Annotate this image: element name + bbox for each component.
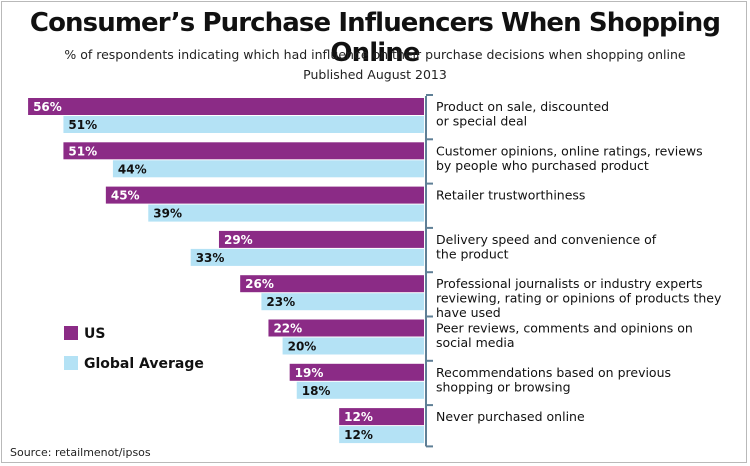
global-bar-7: [296, 381, 424, 399]
category-label-2-line-2: by people who purchased product: [436, 158, 649, 173]
us-value-label-1: 56%: [33, 100, 62, 114]
us-value-label-3: 45%: [111, 189, 140, 203]
us-bar-1: [28, 98, 425, 115]
us-bar-4: [218, 230, 424, 248]
us-value-label-5: 26%: [245, 277, 274, 291]
global-bar-5: [261, 293, 424, 311]
category-label-5-line-1: Professional journalists or industry exp…: [436, 276, 702, 291]
us-value-label-2: 51%: [68, 144, 97, 158]
category-label-5-line-2: reviewing, rating or opinions of product…: [436, 291, 722, 306]
us-bar-8: [339, 408, 424, 426]
chart-subtitle: % of respondents indicating which had in…: [64, 47, 686, 62]
us-bar-7: [289, 363, 424, 381]
category-label-5-line-3: have used: [436, 305, 501, 320]
global-bar-2: [112, 160, 425, 178]
category-label-1-line-1: Product on sale, discounted: [436, 99, 609, 114]
global-bar-3: [148, 204, 424, 222]
legend-swatch-global: [64, 356, 78, 370]
global-value-label-5: 23%: [266, 295, 295, 309]
us-value-label-4: 29%: [224, 233, 253, 247]
legend-swatch-us: [64, 326, 78, 340]
us-bar-3: [105, 186, 424, 204]
source-note: Source: retailmenot/ipsos: [10, 446, 151, 459]
global-bar-4: [190, 248, 424, 266]
global-bar-1: [63, 116, 425, 133]
us-value-label-6: 22%: [273, 322, 302, 336]
global-value-label-4: 33%: [196, 251, 225, 265]
category-label-8-line-1: Never purchased online: [436, 409, 585, 424]
category-label-3-line-1: Retailer trustworthiness: [436, 188, 585, 203]
global-value-label-1: 51%: [68, 118, 97, 132]
category-label-2-line-1: Customer opinions, online ratings, revie…: [436, 143, 703, 158]
us-bar-5: [240, 275, 424, 293]
category-label-7-line-1: Recommendations based on previous: [436, 365, 671, 380]
chart-title: Consumer’s Purchase Influencers When Sho…: [29, 8, 721, 68]
category-label-7-line-2: shopping or browsing: [436, 379, 571, 394]
legend-label-us: US: [84, 326, 105, 342]
us-bar-2: [63, 142, 425, 160]
category-label-6-line-2: social media: [436, 335, 515, 350]
us-bar-6: [268, 319, 424, 337]
category-label-6-line-1: Peer reviews, comments and opinions on: [436, 321, 693, 336]
category-label-4-line-2: the product: [436, 246, 509, 261]
us-value-label-8: 12%: [344, 410, 373, 424]
category-label-1-line-2: or special deal: [436, 114, 527, 129]
us-value-label-7: 19%: [295, 366, 324, 380]
global-value-label-8: 12%: [344, 428, 373, 442]
published-date: Published August 2013: [303, 67, 447, 82]
global-value-label-6: 20%: [288, 340, 317, 354]
global-value-label-3: 39%: [153, 207, 182, 221]
global-bar-6: [282, 337, 424, 355]
category-label-4-line-1: Delivery speed and convenience of: [436, 232, 657, 247]
global-value-label-7: 18%: [302, 384, 331, 398]
global-bar-8: [339, 426, 424, 444]
global-value-label-2: 44%: [118, 162, 147, 176]
legend-label-global: Global Average: [84, 356, 204, 372]
